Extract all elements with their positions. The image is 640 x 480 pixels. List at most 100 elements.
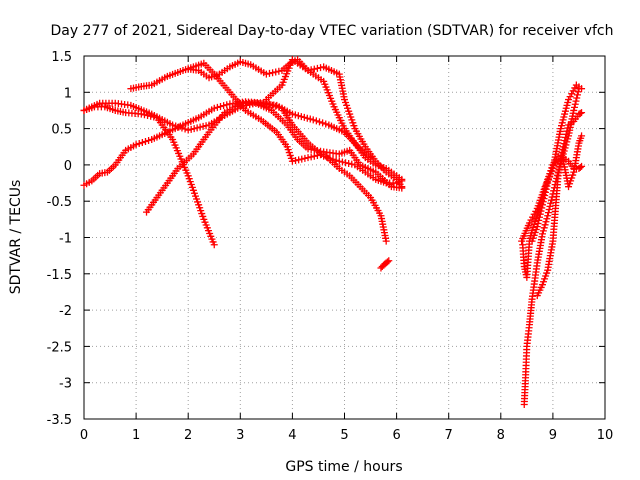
data-point bbox=[295, 156, 303, 164]
data-point bbox=[562, 130, 570, 138]
data-point bbox=[310, 65, 318, 73]
x-axis-label: GPS time / hours bbox=[285, 459, 402, 475]
data-point bbox=[262, 70, 270, 78]
x-tick-label: 5 bbox=[340, 428, 348, 443]
x-tick-label: 1 bbox=[132, 428, 140, 443]
y-tick-label: -3 bbox=[59, 377, 72, 392]
data-point bbox=[312, 117, 320, 125]
data-point bbox=[338, 158, 346, 166]
x-tick-label: 7 bbox=[445, 428, 453, 443]
data-point bbox=[275, 103, 283, 111]
data-point bbox=[138, 139, 146, 147]
data-point bbox=[342, 159, 350, 167]
data-point bbox=[304, 154, 312, 162]
data-point bbox=[574, 88, 582, 96]
data-point bbox=[559, 143, 567, 151]
data-point bbox=[539, 198, 547, 206]
data-point bbox=[348, 160, 356, 168]
data-point bbox=[288, 157, 296, 165]
data-point bbox=[578, 162, 586, 170]
data-point bbox=[563, 127, 571, 135]
data-point bbox=[275, 67, 283, 75]
data-point bbox=[562, 133, 570, 141]
x-tick-label: 2 bbox=[184, 428, 192, 443]
data-point bbox=[144, 112, 152, 120]
y-axis-label: SDTVAR / TECUs bbox=[8, 180, 24, 295]
data-point bbox=[213, 103, 221, 111]
data-point bbox=[307, 153, 315, 161]
x-tick-label: 4 bbox=[288, 428, 296, 443]
y-tick-label: 0.5 bbox=[51, 123, 72, 138]
data-point bbox=[571, 100, 579, 108]
data-point bbox=[150, 113, 158, 121]
data-points bbox=[80, 56, 586, 408]
series-track-13 bbox=[518, 81, 586, 245]
x-tick-label: 8 bbox=[497, 428, 505, 443]
data-point bbox=[533, 223, 541, 231]
data-point bbox=[543, 215, 551, 223]
data-point bbox=[217, 103, 225, 111]
series-track-4 bbox=[127, 59, 390, 245]
data-point bbox=[576, 163, 584, 171]
data-point bbox=[538, 230, 546, 238]
data-point bbox=[547, 199, 555, 207]
data-point bbox=[313, 64, 321, 72]
x-tick-label: 3 bbox=[236, 428, 244, 443]
data-point bbox=[141, 138, 149, 146]
data-point bbox=[570, 103, 578, 111]
data-point bbox=[398, 183, 406, 191]
y-tick-label: 1.5 bbox=[51, 50, 72, 65]
data-point bbox=[319, 119, 327, 127]
data-point bbox=[140, 111, 148, 119]
data-point bbox=[542, 218, 550, 226]
data-point bbox=[269, 101, 277, 109]
data-point bbox=[383, 258, 391, 266]
data-point bbox=[298, 155, 306, 163]
data-point bbox=[147, 112, 155, 120]
data-point bbox=[292, 157, 300, 165]
series-track-8 bbox=[377, 257, 393, 272]
data-point bbox=[307, 66, 315, 74]
data-point bbox=[546, 202, 554, 210]
series-track-2 bbox=[80, 103, 218, 249]
data-point bbox=[536, 210, 544, 218]
y-tick-label: 0 bbox=[64, 159, 72, 174]
y-tick-label: -2 bbox=[59, 304, 72, 319]
data-point bbox=[137, 110, 145, 118]
y-tick-label: -2.5 bbox=[47, 340, 72, 355]
data-point bbox=[145, 137, 153, 145]
series-track-7 bbox=[262, 56, 406, 191]
data-point bbox=[545, 205, 553, 213]
data-point bbox=[315, 118, 323, 126]
data-point bbox=[301, 154, 309, 162]
y-tick-label: -1.5 bbox=[47, 268, 72, 283]
data-point bbox=[269, 69, 277, 77]
data-point bbox=[544, 212, 552, 220]
data-point bbox=[265, 69, 273, 77]
data-point bbox=[335, 157, 343, 165]
series-track-5 bbox=[143, 99, 406, 216]
x-tick-label: 6 bbox=[392, 428, 400, 443]
data-point bbox=[539, 227, 547, 235]
x-tick-label: 0 bbox=[80, 428, 88, 443]
data-point bbox=[573, 91, 581, 99]
series-track-6 bbox=[184, 56, 406, 183]
y-tick-label: -0.5 bbox=[47, 195, 72, 210]
data-point bbox=[382, 237, 390, 245]
data-point bbox=[210, 241, 218, 249]
gridlines bbox=[84, 56, 605, 419]
data-point bbox=[572, 97, 580, 105]
data-point bbox=[304, 67, 312, 75]
y-tick-label: 1 bbox=[64, 86, 72, 101]
data-point bbox=[322, 120, 330, 128]
data-point bbox=[541, 221, 549, 229]
data-point bbox=[576, 109, 584, 117]
data-point bbox=[220, 102, 228, 110]
x-tick-label: 9 bbox=[549, 428, 557, 443]
data-point bbox=[309, 116, 317, 124]
data-point bbox=[564, 124, 572, 132]
data-point bbox=[540, 224, 548, 232]
data-point bbox=[223, 101, 231, 109]
data-point bbox=[544, 209, 552, 217]
